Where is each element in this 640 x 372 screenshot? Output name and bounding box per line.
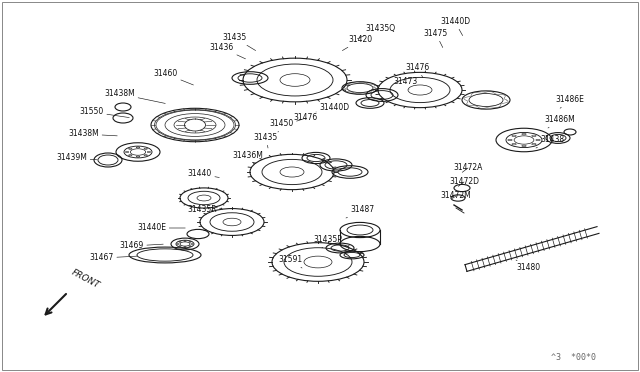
Text: 31440D: 31440D bbox=[440, 17, 470, 36]
Text: 31476: 31476 bbox=[406, 64, 430, 77]
Text: 31440D: 31440D bbox=[316, 103, 349, 112]
Text: 31550: 31550 bbox=[80, 108, 129, 118]
Text: 31439M: 31439M bbox=[56, 154, 97, 163]
Text: 31473: 31473 bbox=[394, 77, 418, 89]
Text: 31435R: 31435R bbox=[187, 205, 221, 215]
Text: 31486E: 31486E bbox=[556, 96, 584, 108]
Text: 31435P: 31435P bbox=[314, 235, 342, 248]
Text: 31472A: 31472A bbox=[453, 164, 483, 173]
Text: 31460: 31460 bbox=[154, 70, 193, 85]
Text: 31440: 31440 bbox=[188, 170, 220, 179]
Text: 31436: 31436 bbox=[210, 44, 246, 59]
Text: 31475: 31475 bbox=[424, 29, 448, 48]
Text: 31472M: 31472M bbox=[440, 192, 472, 201]
Text: 31420: 31420 bbox=[342, 35, 372, 51]
Text: 31438M: 31438M bbox=[104, 90, 165, 103]
Text: 31472D: 31472D bbox=[449, 177, 479, 186]
Text: 31435: 31435 bbox=[254, 134, 278, 148]
Text: 31469: 31469 bbox=[120, 241, 163, 250]
Text: 31480: 31480 bbox=[516, 260, 540, 273]
Text: 31440E: 31440E bbox=[138, 224, 185, 232]
Text: FRONT: FRONT bbox=[70, 267, 101, 290]
Text: 31438M: 31438M bbox=[68, 129, 117, 138]
Text: 31467: 31467 bbox=[90, 253, 137, 263]
Text: 31436M: 31436M bbox=[232, 151, 264, 164]
Text: 31591: 31591 bbox=[278, 256, 302, 268]
Text: 31487: 31487 bbox=[346, 205, 374, 218]
Text: ^3  *00*0: ^3 *00*0 bbox=[551, 353, 596, 362]
Text: 31450: 31450 bbox=[270, 119, 294, 132]
Text: 31435: 31435 bbox=[223, 33, 255, 51]
Text: 31476: 31476 bbox=[294, 113, 318, 122]
Text: 31486M: 31486M bbox=[545, 115, 575, 128]
Text: 31435Q: 31435Q bbox=[358, 23, 395, 39]
Text: 31438: 31438 bbox=[536, 135, 564, 148]
